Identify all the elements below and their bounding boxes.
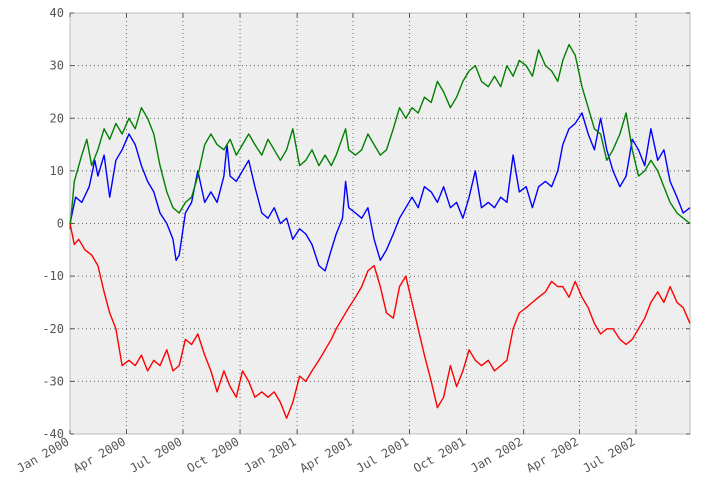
grid [69,12,690,435]
y-tick-label: -10 [42,269,64,283]
y-axis-ticks: -40 -30 -20 -10 0 10 20 30 40 [42,6,64,441]
series-group [69,43,691,419]
y-tick-label: -30 [42,374,64,388]
x-tick-label: Jul 2001 [354,434,411,475]
x-tick-label: Jan 2002 [468,434,525,475]
x-tick-label: Apr 2002 [524,434,581,475]
y-tick-label: 10 [50,164,64,178]
series-line-1 [69,112,691,272]
x-tick-label: Jan 2001 [242,434,299,475]
x-tick-label: Apr 2000 [71,434,128,475]
x-tick-label: Oct 2000 [184,434,241,475]
y-tick-label: 20 [50,111,64,125]
y-tick-label: 0 [57,217,64,231]
y-tick-label: -40 [42,427,64,441]
x-tick-label: Jul 2000 [127,434,184,475]
series-line-2 [69,43,691,229]
y-tick-label: 40 [50,6,64,20]
series-line-3 [69,223,691,419]
x-tick-label: Apr 2001 [297,434,354,475]
y-tick-label: -20 [42,322,64,336]
x-axis-ticks: Jan 2000 Apr 2000 Jul 2000 Oct 2000 Jan 2001… [14,434,637,475]
x-tick-label: Oct 2001 [411,434,468,475]
x-tick-label: Jul 2002 [580,434,637,475]
y-tick-label: 30 [50,59,64,73]
